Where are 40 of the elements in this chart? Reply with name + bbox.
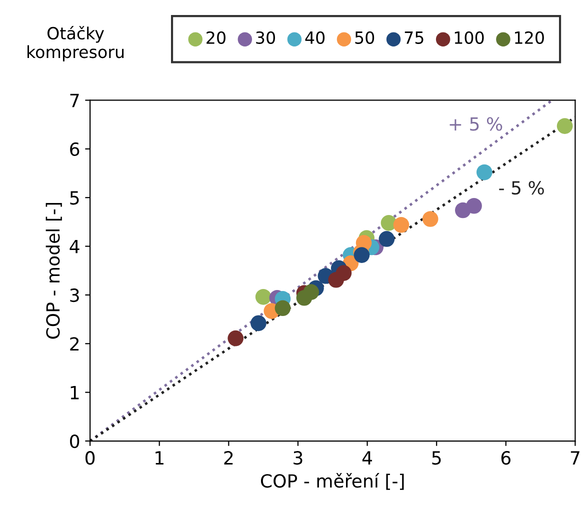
- x-tick-label: 1: [156, 451, 164, 464]
- legend-label: 50: [355, 31, 374, 44]
- point: [228, 330, 244, 346]
- point: [476, 164, 492, 180]
- point: [303, 284, 320, 300]
- point: [250, 315, 266, 332]
- series-label: + 5 %: [450, 117, 502, 131]
- y-tick-label: 0: [70, 434, 80, 448]
- legend-label: 40: [305, 31, 325, 44]
- y-tick-label: 2: [70, 337, 79, 351]
- x-axis-title: COP - měření [-]: [260, 473, 404, 490]
- series-label: - 5 %: [499, 180, 544, 195]
- legend-label: 30: [256, 31, 276, 44]
- legend-label: 75: [404, 32, 424, 44]
- y-tick-label: 3: [70, 288, 79, 302]
- x-tick-label: 6: [501, 451, 510, 465]
- y-tick-label: 7: [70, 94, 79, 108]
- legend-label: 120: [515, 31, 544, 44]
- point: [466, 198, 482, 214]
- x-tick-label: 5: [432, 451, 441, 465]
- y-tick-label: 4: [70, 240, 80, 254]
- point: [378, 231, 395, 247]
- legend-label: 20: [206, 31, 226, 44]
- point: [393, 216, 410, 233]
- x-tick-label: 0: [86, 451, 95, 465]
- y-tick-label: 6: [70, 142, 80, 156]
- point: [556, 118, 573, 134]
- x-tick-label: 7: [570, 451, 580, 464]
- point: [422, 211, 438, 227]
- legend-label: 100: [454, 31, 484, 44]
- x-tick-label: 3: [294, 451, 302, 465]
- point: [255, 288, 272, 305]
- x-tick-label: 4: [362, 451, 372, 464]
- y-axis-title: COP - model [-]: [46, 203, 62, 339]
- point: [328, 272, 344, 288]
- legend-title: Otáčky kompresoru: [28, 26, 124, 62]
- y-tick-label: 5: [70, 191, 79, 205]
- y-tick-label: 1: [70, 386, 79, 400]
- x-tick-label: 2: [224, 451, 233, 464]
- point: [274, 300, 291, 316]
